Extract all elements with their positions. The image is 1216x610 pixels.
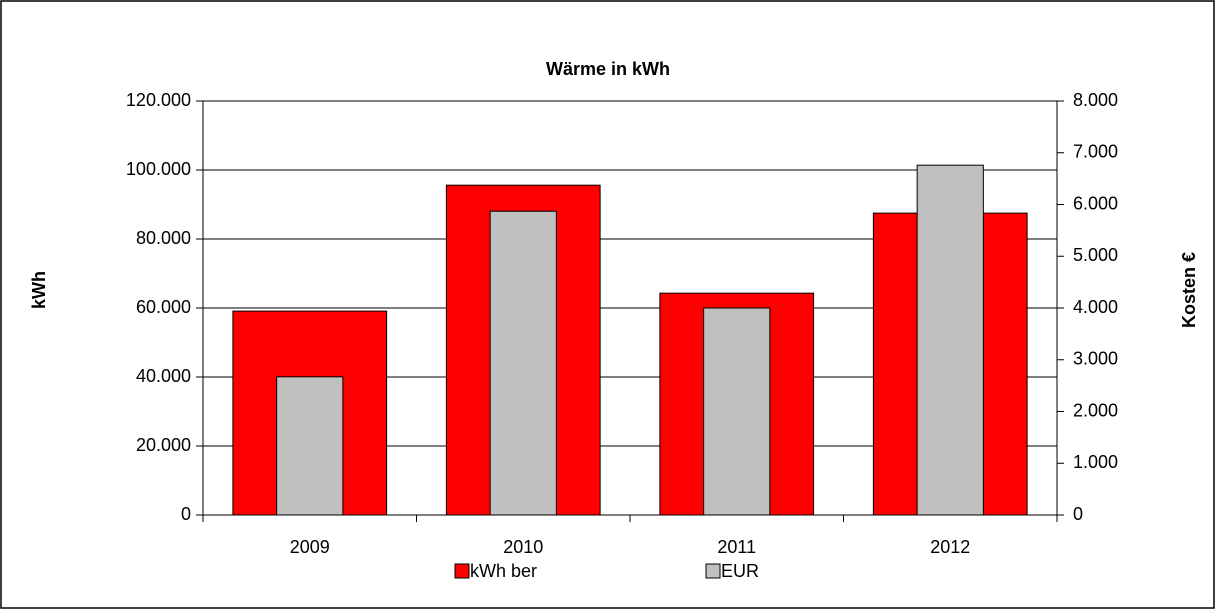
chart-title: Wärme in kWh <box>546 59 670 79</box>
bar <box>916 164 984 516</box>
y-axis-title: kWh <box>29 271 49 309</box>
y-tick-label: 80.000 <box>136 228 191 248</box>
y2-tick-label: 4.000 <box>1073 297 1118 317</box>
x-tick-label: 2010 <box>503 537 543 557</box>
legend-label: EUR <box>721 561 759 581</box>
legend-swatch <box>454 563 470 579</box>
bar <box>703 307 771 516</box>
y2-tick-label: 8.000 <box>1073 90 1118 110</box>
y2-tick-label: 0 <box>1073 504 1083 524</box>
y2-tick-label: 1.000 <box>1073 452 1118 472</box>
y2-axis-title: Kosten € <box>1179 252 1199 328</box>
y2-tick-label: 6.000 <box>1073 193 1118 213</box>
bar <box>489 210 557 516</box>
y-tick-label: 60.000 <box>136 297 191 317</box>
legend-swatch <box>705 563 721 579</box>
y-tick-label: 40.000 <box>136 366 191 386</box>
x-tick-label: 2011 <box>717 537 756 557</box>
legend-label: kWh ber <box>470 561 537 581</box>
y-tick-label: 20.000 <box>136 435 191 455</box>
x-tick-label: 2009 <box>290 537 330 557</box>
y2-tick-label: 3.000 <box>1073 349 1118 369</box>
y2-tick-label: 2.000 <box>1073 400 1118 420</box>
y2-tick-label: 7.000 <box>1073 142 1118 162</box>
x-tick-label: 2012 <box>930 537 970 557</box>
y-tick-label: 0 <box>181 504 191 524</box>
y-tick-label: 120.000 <box>126 90 191 110</box>
y2-tick-label: 5.000 <box>1073 245 1118 265</box>
y-tick-label: 100.000 <box>126 159 191 179</box>
bar <box>276 376 344 516</box>
